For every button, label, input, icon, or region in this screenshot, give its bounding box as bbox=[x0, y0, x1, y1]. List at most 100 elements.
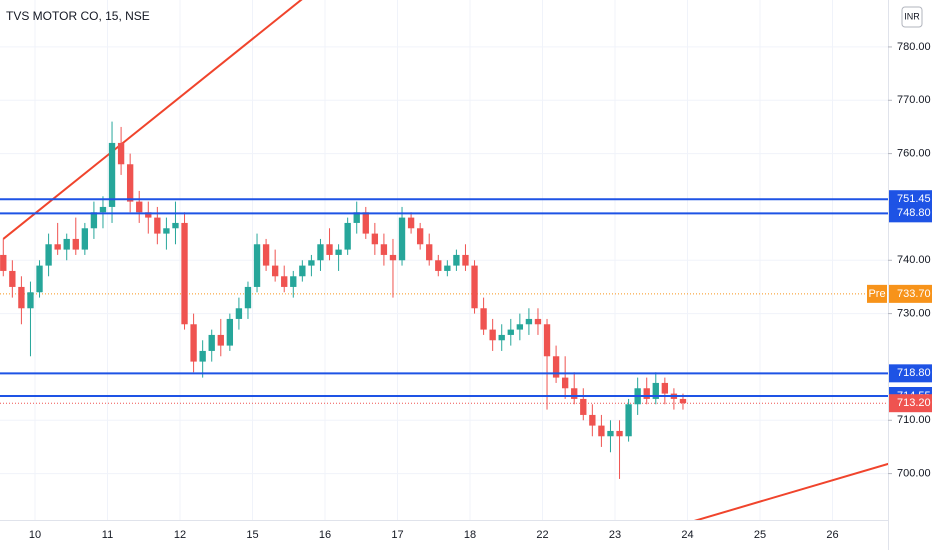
candle-body bbox=[226, 318, 234, 346]
y-tick-label: 760.00 bbox=[897, 148, 931, 160]
time-axis-bg bbox=[0, 520, 888, 550]
pre-label: Pre bbox=[868, 288, 885, 300]
hline-tag-label: 748.80 bbox=[897, 207, 931, 219]
candle-body bbox=[290, 276, 297, 287]
last-price-tag bbox=[889, 394, 932, 413]
candle-body bbox=[335, 249, 342, 255]
candle-body bbox=[580, 398, 587, 415]
candle-body bbox=[253, 244, 261, 287]
candle-body bbox=[598, 425, 605, 437]
x-tick-label: 16 bbox=[319, 529, 331, 541]
candle-body bbox=[136, 201, 143, 213]
candle-body bbox=[589, 414, 596, 426]
candle-body bbox=[90, 212, 98, 229]
y-tick-label: 780.00 bbox=[897, 41, 931, 53]
candle-body bbox=[380, 244, 388, 255]
candle-body bbox=[453, 254, 460, 266]
x-tick-label: 26 bbox=[826, 529, 838, 541]
candle-body bbox=[208, 334, 215, 351]
candle-body bbox=[81, 228, 89, 250]
candle-body bbox=[172, 222, 179, 229]
currency-box bbox=[901, 6, 923, 28]
candle-body bbox=[145, 212, 152, 218]
y-tick-label: 770.00 bbox=[897, 94, 931, 106]
candle-body bbox=[27, 292, 34, 309]
candle-body bbox=[534, 318, 542, 325]
candle-body bbox=[154, 217, 161, 234]
candle-body bbox=[444, 265, 451, 271]
candle-body bbox=[217, 334, 224, 346]
y-tick-label: 740.00 bbox=[897, 254, 931, 266]
candle-body bbox=[18, 286, 25, 309]
candle-body bbox=[262, 244, 270, 266]
x-tick-label: 24 bbox=[681, 529, 693, 541]
candle-body bbox=[561, 377, 569, 389]
hline-tag bbox=[889, 204, 932, 223]
candle-body bbox=[244, 286, 252, 309]
candle-body bbox=[308, 260, 315, 266]
candle-body bbox=[489, 329, 496, 341]
candle-body bbox=[552, 356, 560, 378]
x-tick-label: 22 bbox=[536, 529, 548, 541]
x-tick-label: 18 bbox=[464, 529, 476, 541]
pre-market-tag-label: 733.70 bbox=[897, 288, 931, 300]
candle-body bbox=[99, 206, 107, 213]
candle-body bbox=[0, 254, 7, 271]
y-tick-label: 710.00 bbox=[897, 414, 931, 426]
trend-line bbox=[693, 462, 888, 520]
candle-body bbox=[498, 334, 505, 341]
candle-body bbox=[181, 222, 188, 325]
x-tick-label: 15 bbox=[246, 529, 258, 541]
candle-body bbox=[126, 164, 134, 202]
trend-line bbox=[2, 0, 303, 240]
candle-body bbox=[507, 329, 514, 335]
candle-body bbox=[462, 254, 469, 266]
candle-body bbox=[45, 244, 52, 266]
candle-body bbox=[516, 324, 524, 330]
last-price-tag-label: 713.20 bbox=[897, 397, 931, 409]
candle-body bbox=[389, 254, 397, 261]
candle-body bbox=[543, 324, 551, 357]
candle-body bbox=[643, 388, 650, 399]
candle-body bbox=[163, 228, 170, 234]
currency-label: INR bbox=[904, 11, 920, 21]
x-tick-label: 12 bbox=[174, 529, 186, 541]
x-tick-label: 25 bbox=[754, 529, 766, 541]
candle-body bbox=[235, 308, 243, 319]
candle-body bbox=[108, 142, 116, 207]
price-axis-bg bbox=[888, 0, 932, 550]
pre-market-tag bbox=[889, 284, 932, 303]
candle-body bbox=[471, 265, 478, 309]
candle-body bbox=[72, 238, 79, 250]
pre-box bbox=[867, 284, 887, 303]
candle-body bbox=[407, 217, 415, 229]
candle-body bbox=[36, 265, 43, 293]
x-tick-label: 17 bbox=[391, 529, 403, 541]
candle-body bbox=[353, 212, 360, 223]
candle-body bbox=[571, 388, 578, 399]
candle-body bbox=[281, 276, 288, 287]
candle-body bbox=[199, 350, 206, 362]
x-tick-label: 23 bbox=[609, 529, 621, 541]
x-tick-label: 10 bbox=[29, 529, 41, 541]
candle-body bbox=[625, 404, 632, 437]
candle-body bbox=[525, 318, 533, 325]
candle-body bbox=[117, 142, 125, 165]
candle-body bbox=[190, 324, 197, 362]
candle-body bbox=[398, 217, 406, 261]
candle-body bbox=[9, 270, 16, 287]
candle-body bbox=[480, 308, 487, 330]
candle-body bbox=[63, 238, 70, 250]
candle-body bbox=[661, 382, 669, 394]
candle-body bbox=[616, 430, 623, 437]
candle-body bbox=[607, 430, 614, 437]
candle-body bbox=[317, 244, 324, 261]
candle-body bbox=[652, 382, 659, 399]
candle-body bbox=[326, 244, 333, 255]
hline-tag bbox=[889, 190, 932, 209]
candle-body bbox=[416, 228, 424, 245]
hline-tag bbox=[889, 364, 932, 383]
candle-body bbox=[435, 260, 442, 271]
candle-body bbox=[679, 398, 687, 404]
